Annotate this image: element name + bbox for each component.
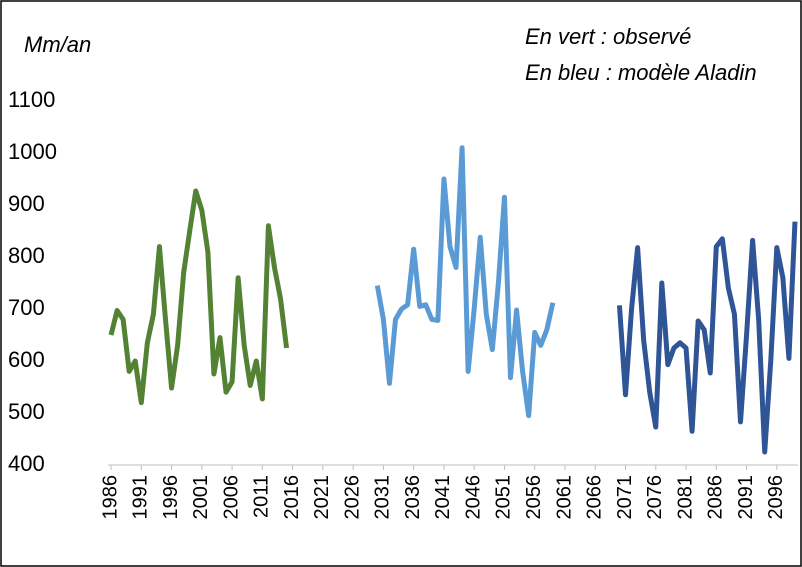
x-tick-label: 2076 bbox=[644, 475, 666, 520]
x-tick-label: 2086 bbox=[705, 475, 727, 520]
x-tick-label: 2026 bbox=[341, 475, 363, 520]
x-tick-label: 2046 bbox=[462, 475, 484, 520]
x-tick-label: 2066 bbox=[584, 475, 606, 520]
y-tick-label: 900 bbox=[8, 191, 45, 216]
annotation: En bleu : modèle Aladin bbox=[525, 60, 757, 85]
line-series bbox=[108, 188, 290, 406]
x-tick-label: 2061 bbox=[553, 475, 575, 520]
x-tick-label: 2001 bbox=[190, 475, 212, 520]
x-tick-label: 2056 bbox=[523, 475, 545, 520]
x-tick-label: 2036 bbox=[402, 475, 424, 520]
x-tick-label: 2016 bbox=[281, 475, 303, 520]
y-tick-label: 700 bbox=[8, 295, 45, 320]
y-unit: Mm/an bbox=[24, 32, 91, 57]
annotation: En vert : observé bbox=[525, 24, 691, 49]
x-tick-label: 2081 bbox=[674, 475, 696, 520]
x-tick-label: 2006 bbox=[220, 475, 242, 520]
y-tick-label: 500 bbox=[8, 399, 45, 424]
x-tick-label: 1991 bbox=[130, 475, 152, 520]
x-tick-label: 2091 bbox=[735, 475, 757, 520]
x-tick-label: 1986 bbox=[99, 475, 121, 520]
x-tick-label: 2071 bbox=[614, 475, 636, 520]
x-tick-label: 2051 bbox=[493, 475, 515, 520]
x-tick-label: 2011 bbox=[251, 475, 273, 518]
y-tick-label: 1100 bbox=[8, 87, 55, 112]
y-tick-label: 600 bbox=[8, 347, 45, 372]
line-series bbox=[374, 145, 556, 419]
x-tick-label: 2041 bbox=[432, 475, 454, 520]
y-tick-label: 1000 bbox=[8, 139, 57, 164]
x-tick-label: 2031 bbox=[372, 475, 394, 520]
x-tick-label: 2096 bbox=[765, 475, 787, 520]
y-tick-label: 400 bbox=[8, 451, 45, 476]
x-tick-label: 2021 bbox=[311, 475, 333, 520]
y-tick-label: 800 bbox=[8, 243, 45, 268]
line-series bbox=[616, 221, 798, 455]
x-tick-label: 1996 bbox=[160, 475, 182, 520]
